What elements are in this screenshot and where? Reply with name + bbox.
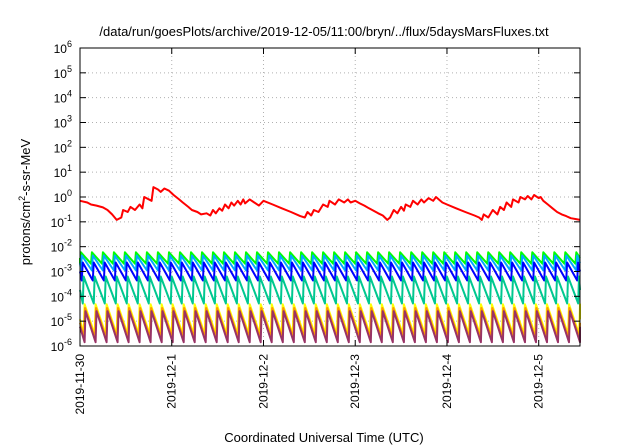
series-line-3 [79, 254, 581, 272]
y-tick-label: 10-2 [51, 238, 72, 255]
y-tick-label: 10-3 [51, 263, 72, 280]
y-tick-label: 104 [54, 89, 72, 106]
y-tick-label: 102 [54, 138, 72, 155]
y-tick-label: 105 [54, 64, 72, 81]
series-line-1 [79, 186, 581, 221]
y-tick-label: 103 [54, 114, 72, 131]
y-tick-label: 100 [54, 188, 72, 205]
y-tick-label: 10-5 [51, 312, 72, 329]
series-line-2 [79, 251, 581, 265]
y-tick-label: 10-4 [51, 287, 72, 304]
x-tick-label: 2019-12-2 [256, 354, 270, 409]
y-tick-label: 106 [54, 39, 72, 56]
series-line-8 [79, 310, 581, 344]
y-axis-label: protons/cm2-s-sr-MeV [17, 138, 33, 265]
grid [80, 48, 580, 346]
y-tick-label: 10-6 [51, 337, 72, 354]
y-tick-label: 10-1 [51, 213, 72, 230]
chart-title: /data/run/goesPlots/archive/2019-12-05/1… [99, 24, 549, 39]
series-line-4 [79, 261, 581, 282]
x-tick-label: 2019-12-4 [440, 354, 454, 409]
plot-area [79, 186, 581, 344]
x-tick-label: 2019-12-5 [532, 354, 546, 409]
y-tick-label: 101 [54, 163, 72, 180]
x-axis-label: Coordinated Universal Time (UTC) [224, 430, 423, 445]
axis-ticks: 106 105 104 103 102 101 100 10-1 10-2 10-3 10-4 10-… [51, 39, 580, 415]
x-tick-label: 2019-12-1 [165, 354, 179, 409]
x-tick-label: 2019-11-30 [73, 354, 87, 415]
x-tick-label: 2019-12-3 [348, 354, 362, 409]
series-line-5 [79, 275, 581, 305]
